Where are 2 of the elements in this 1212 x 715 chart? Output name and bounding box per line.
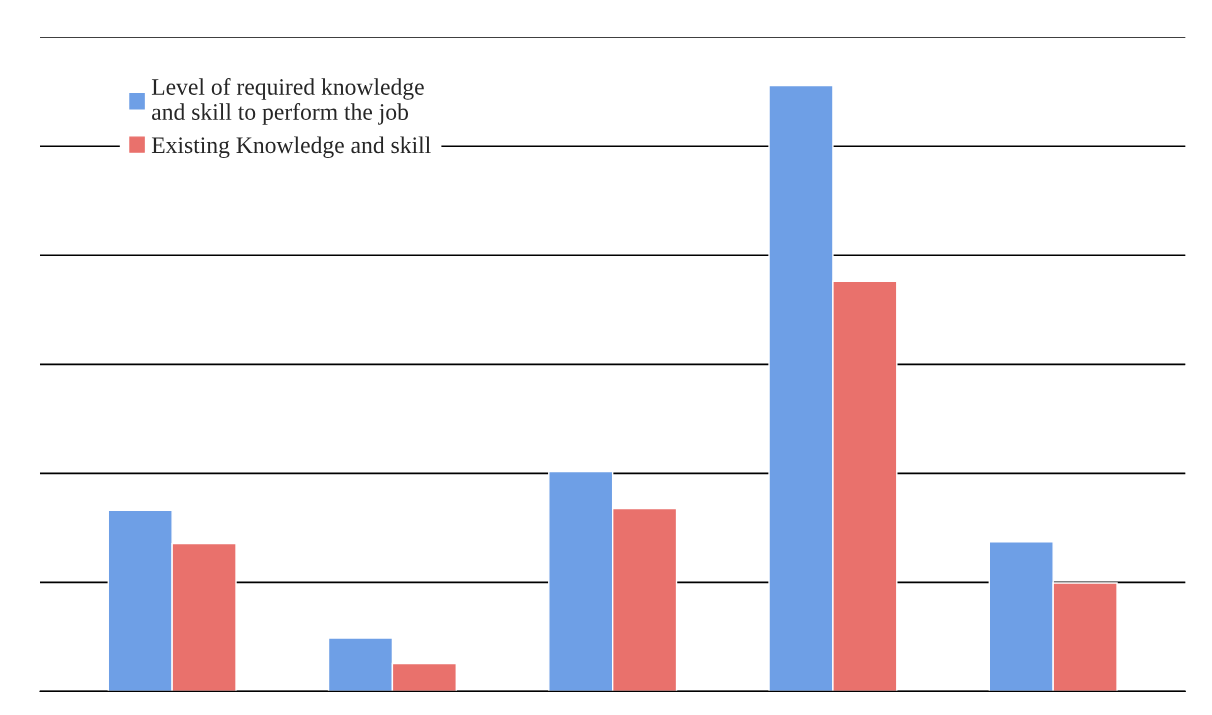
legend-label: Existing Knowledge and skill [151, 136, 431, 159]
legend-label: Level of required knowledge and skill to perform the job [151, 78, 424, 125]
